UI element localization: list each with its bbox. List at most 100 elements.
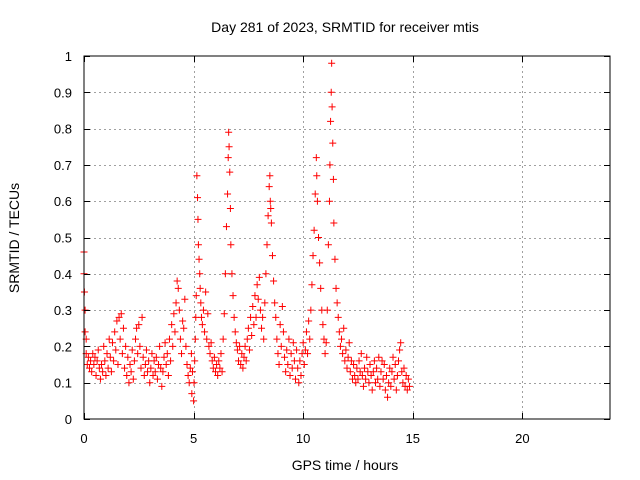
data-point <box>227 241 235 249</box>
data-point <box>282 368 290 376</box>
data-point <box>392 386 400 394</box>
x-tick-label: 0 <box>80 431 87 446</box>
data-point <box>197 299 205 307</box>
data-point <box>301 346 309 354</box>
data-point <box>323 306 331 314</box>
data-point <box>163 350 171 358</box>
data-point <box>191 357 199 365</box>
data-point <box>250 321 258 329</box>
data-point <box>319 321 327 329</box>
data-point <box>306 335 314 343</box>
data-point <box>184 371 192 379</box>
data-point <box>107 368 115 376</box>
data-point <box>81 328 89 336</box>
data-point <box>309 252 317 260</box>
data-point <box>113 317 121 325</box>
data-point <box>161 339 169 347</box>
data-point <box>187 350 195 358</box>
data-point <box>213 361 221 369</box>
data-point <box>271 299 279 307</box>
data-point <box>397 339 405 347</box>
data-point <box>382 371 390 379</box>
data-point <box>175 306 183 314</box>
y-tick-labels: 0 0.1 0.2 0.3 0.4 0.5 0.6 0.7 0.8 0.9 1 <box>54 49 72 427</box>
data-point <box>388 368 396 376</box>
data-point <box>276 321 284 329</box>
data-point <box>193 172 201 180</box>
data-point <box>212 368 219 376</box>
data-point <box>174 284 182 292</box>
data-point <box>116 335 124 343</box>
y-tick-label: 0 <box>65 412 72 427</box>
data-point <box>142 346 150 354</box>
data-point <box>201 328 209 336</box>
data-point <box>91 353 99 361</box>
data-point <box>221 270 229 278</box>
data-point <box>181 295 189 303</box>
data-point <box>400 364 408 372</box>
data-point <box>158 382 166 390</box>
data-point <box>173 277 181 285</box>
axis-ticks <box>84 56 610 420</box>
data-point <box>266 197 274 205</box>
data-point <box>210 353 218 361</box>
data-point <box>297 371 305 379</box>
data-point <box>149 371 157 379</box>
data-point <box>232 339 240 347</box>
data-point <box>343 364 351 372</box>
data-point <box>140 371 148 379</box>
data-point <box>304 350 312 358</box>
data-point <box>172 299 180 307</box>
data-point <box>351 371 359 379</box>
data-point <box>197 313 205 321</box>
x-axis-label: GPS time / hours <box>292 457 399 473</box>
data-point <box>123 371 131 379</box>
data-point <box>148 350 156 358</box>
data-point <box>284 361 292 369</box>
data-point <box>328 59 336 67</box>
data-point <box>199 306 207 314</box>
data-point <box>402 371 410 379</box>
data-point <box>104 364 112 372</box>
data-point <box>194 194 202 202</box>
data-point <box>385 379 393 387</box>
data-point <box>376 382 384 390</box>
data-point <box>346 368 354 376</box>
data-point <box>194 215 202 223</box>
data-point <box>90 361 98 369</box>
data-point <box>253 281 261 289</box>
data-point <box>190 397 198 405</box>
data-point <box>127 368 135 376</box>
chart-title: Day 281 of 2023, SRMTID for receiver mti… <box>211 19 479 35</box>
data-point <box>167 357 175 365</box>
data-point <box>111 328 119 336</box>
data-point <box>313 172 321 180</box>
data-point <box>299 339 307 347</box>
data-point <box>244 324 252 332</box>
data-point <box>322 339 330 347</box>
data-point <box>339 350 347 358</box>
data-point <box>165 335 173 343</box>
data-point <box>117 310 125 318</box>
y-tick-label: 0.9 <box>54 85 72 100</box>
data-point <box>215 357 223 365</box>
data-point <box>84 353 92 361</box>
data-point <box>130 357 138 365</box>
data-point <box>105 335 113 343</box>
data-point <box>141 361 149 369</box>
data-point <box>371 379 379 387</box>
data-point <box>214 371 222 379</box>
y-tick-label: 0.4 <box>54 267 72 282</box>
data-point <box>85 364 93 372</box>
data-point <box>92 371 100 379</box>
data-point <box>144 368 152 376</box>
data-point <box>391 361 399 369</box>
data-point <box>305 317 313 325</box>
data-point <box>393 371 401 379</box>
data-point <box>258 324 266 332</box>
y-tick-label: 0.2 <box>54 339 72 354</box>
data-point <box>240 353 248 361</box>
data-point <box>403 386 411 394</box>
data-point <box>263 241 271 249</box>
data-point <box>395 357 403 365</box>
